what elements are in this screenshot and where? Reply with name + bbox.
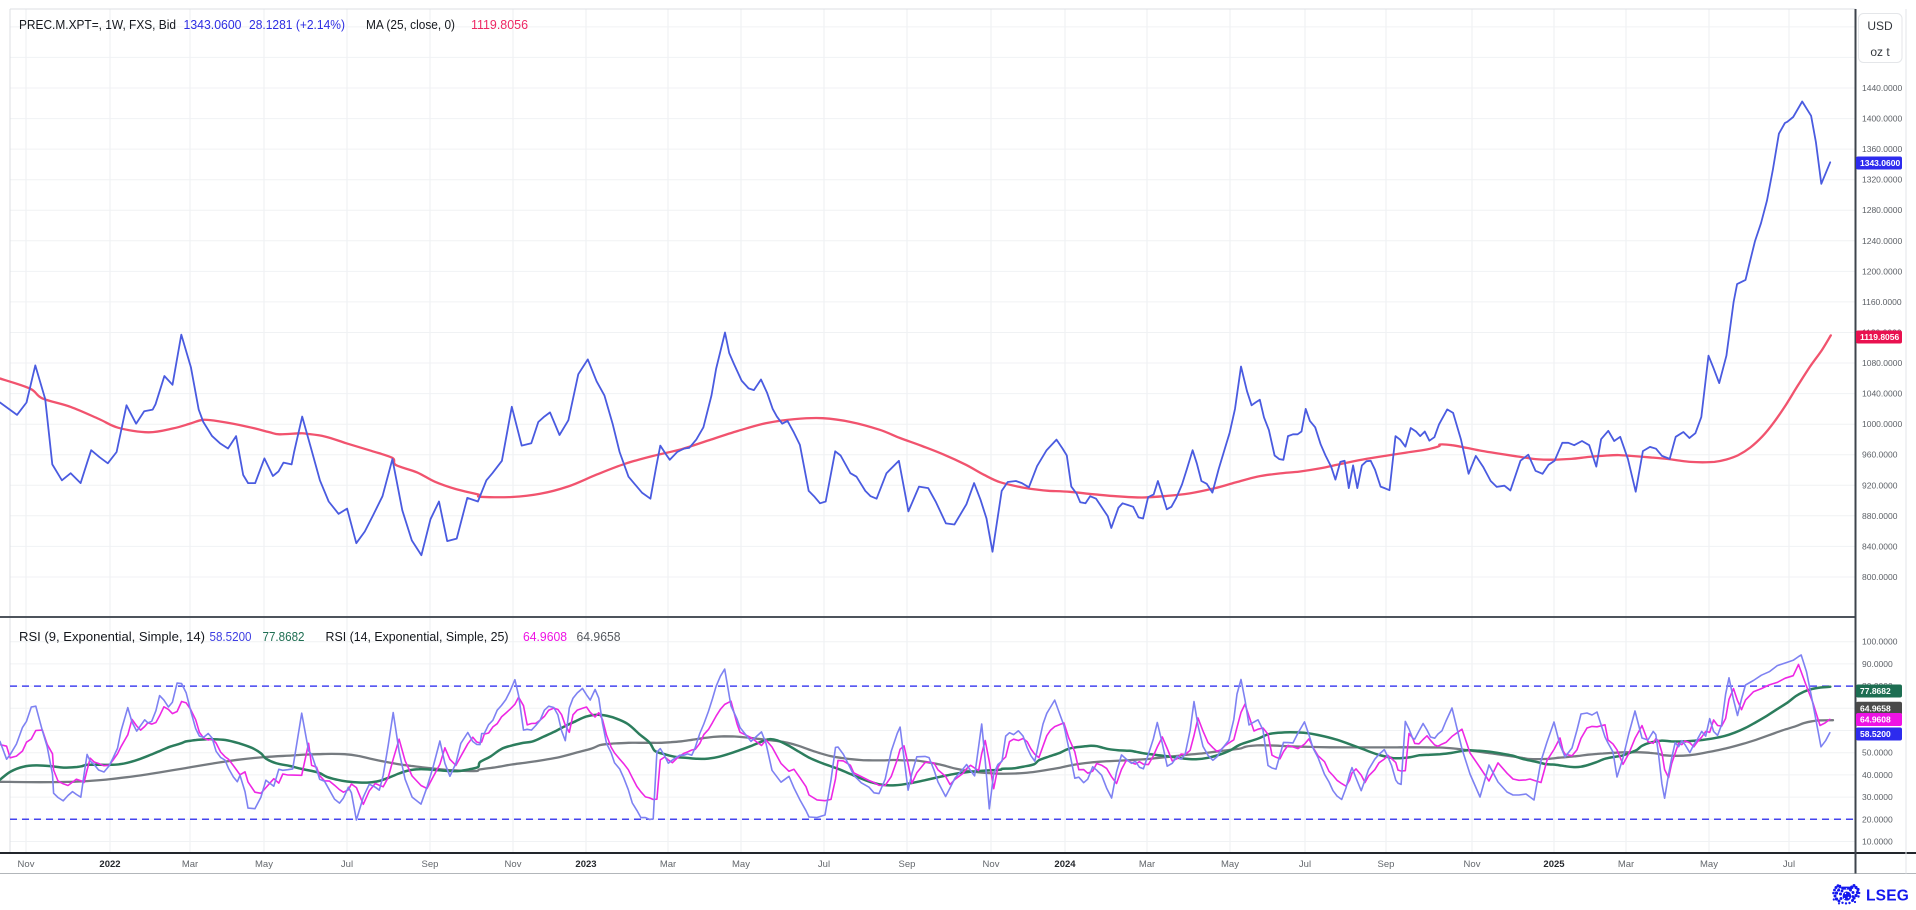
svg-text:2025: 2025 [1543, 859, 1565, 870]
svg-text:Sep: Sep [422, 859, 439, 870]
svg-text:58.5200: 58.5200 [1860, 729, 1891, 739]
svg-text:oz t: oz t [1870, 45, 1890, 59]
svg-text:77.8682: 77.8682 [1860, 686, 1891, 696]
svg-text:RSI (9, Exponential, Simple, 1: RSI (9, Exponential, Simple, 14) [19, 630, 205, 644]
svg-text:1000.0000: 1000.0000 [1862, 419, 1902, 429]
svg-text:58.5200: 58.5200 [210, 630, 252, 644]
svg-text:1320.0000: 1320.0000 [1862, 175, 1902, 185]
svg-text:90.0000: 90.0000 [1862, 659, 1893, 669]
svg-text:30.0000: 30.0000 [1862, 792, 1893, 802]
svg-text:Nov: Nov [983, 859, 1000, 870]
svg-text:Nov: Nov [1464, 859, 1481, 870]
svg-text:2023: 2023 [575, 859, 596, 870]
svg-text:May: May [732, 859, 750, 870]
svg-text:1240.0000: 1240.0000 [1862, 236, 1902, 246]
svg-text:64.9658: 64.9658 [577, 630, 621, 644]
svg-text:Mar: Mar [660, 859, 676, 870]
svg-text:Jul: Jul [1299, 859, 1311, 870]
svg-text:Sep: Sep [1378, 859, 1395, 870]
svg-text:1160.0000: 1160.0000 [1862, 297, 1902, 307]
svg-text:64.9608: 64.9608 [1860, 715, 1891, 725]
svg-text:64.9658: 64.9658 [1860, 703, 1891, 713]
svg-text:920.0000: 920.0000 [1862, 480, 1898, 490]
svg-text:Nov: Nov [505, 859, 522, 870]
svg-text:100.0000: 100.0000 [1862, 637, 1898, 647]
svg-text:50.0000: 50.0000 [1862, 748, 1893, 758]
svg-text:77.8682: 77.8682 [263, 630, 305, 644]
svg-text:1343.0600: 1343.0600 [184, 18, 242, 32]
svg-text:1119.8056: 1119.8056 [1860, 332, 1900, 342]
svg-text:40.0000: 40.0000 [1862, 770, 1893, 780]
svg-text:1119.8056: 1119.8056 [471, 18, 528, 32]
svg-text:1440.0000: 1440.0000 [1862, 83, 1902, 93]
svg-text:1280.0000: 1280.0000 [1862, 205, 1902, 215]
svg-text:LSEG: LSEG [1866, 888, 1909, 905]
svg-text:840.0000: 840.0000 [1862, 541, 1898, 551]
svg-text:10.0000: 10.0000 [1862, 837, 1893, 847]
svg-text:MA (25, close, 0): MA (25, close, 0) [366, 18, 455, 32]
svg-text:2024: 2024 [1054, 859, 1076, 870]
svg-text:PREC.M.XPT=, 1W, FXS, Bid: PREC.M.XPT=, 1W, FXS, Bid [19, 18, 176, 32]
svg-text:Jul: Jul [818, 859, 830, 870]
svg-text:960.0000: 960.0000 [1862, 450, 1898, 460]
svg-text:1360.0000: 1360.0000 [1862, 144, 1902, 154]
svg-text:64.9608: 64.9608 [523, 630, 567, 644]
svg-text:1080.0000: 1080.0000 [1862, 358, 1902, 368]
svg-text:May: May [255, 859, 273, 870]
svg-text:1200.0000: 1200.0000 [1862, 266, 1902, 276]
svg-text:20.0000: 20.0000 [1862, 814, 1893, 824]
svg-text:May: May [1221, 859, 1239, 870]
svg-text:1040.0000: 1040.0000 [1862, 389, 1902, 399]
svg-text:Mar: Mar [1139, 859, 1155, 870]
svg-text:USD: USD [1867, 19, 1893, 33]
svg-text:880.0000: 880.0000 [1862, 511, 1898, 521]
svg-text:1400.0000: 1400.0000 [1862, 114, 1902, 124]
svg-text:Jul: Jul [341, 859, 353, 870]
svg-text:Sep: Sep [899, 859, 916, 870]
svg-text:1343.0600: 1343.0600 [1860, 158, 1900, 168]
svg-text:May: May [1700, 859, 1718, 870]
svg-text:Nov: Nov [18, 859, 35, 870]
svg-text:Mar: Mar [182, 859, 198, 870]
svg-text:2022: 2022 [99, 859, 120, 870]
svg-text:Jul: Jul [1783, 859, 1795, 870]
svg-text:Mar: Mar [1618, 859, 1634, 870]
svg-text:28.1281 (+2.14%): 28.1281 (+2.14%) [249, 18, 345, 32]
svg-text:RSI (14, Exponential, Simple,: RSI (14, Exponential, Simple, 25) [326, 630, 509, 644]
svg-text:800.0000: 800.0000 [1862, 572, 1898, 582]
